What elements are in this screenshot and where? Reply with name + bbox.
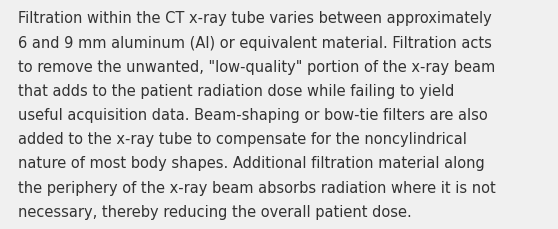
- Text: that adds to the patient radiation dose while failing to yield: that adds to the patient radiation dose …: [18, 84, 454, 98]
- Text: necessary, thereby reducing the overall patient dose.: necessary, thereby reducing the overall …: [18, 204, 412, 219]
- Text: to remove the unwanted, "low-quality" portion of the x-ray beam: to remove the unwanted, "low-quality" po…: [18, 60, 495, 74]
- Text: useful acquisition data. Beam-shaping or bow-tie filters are also: useful acquisition data. Beam-shaping or…: [18, 108, 488, 123]
- Text: Filtration within the CT x-ray tube varies between approximately: Filtration within the CT x-ray tube vari…: [18, 11, 492, 26]
- Text: added to the x-ray tube to compensate for the noncylindrical: added to the x-ray tube to compensate fo…: [18, 132, 466, 147]
- Text: the periphery of the x-ray beam absorbs radiation where it is not: the periphery of the x-ray beam absorbs …: [18, 180, 496, 195]
- Text: 6 and 9 mm aluminum (Al) or equivalent material. Filtration acts: 6 and 9 mm aluminum (Al) or equivalent m…: [18, 35, 492, 50]
- Text: nature of most body shapes. Additional filtration material along: nature of most body shapes. Additional f…: [18, 156, 484, 171]
